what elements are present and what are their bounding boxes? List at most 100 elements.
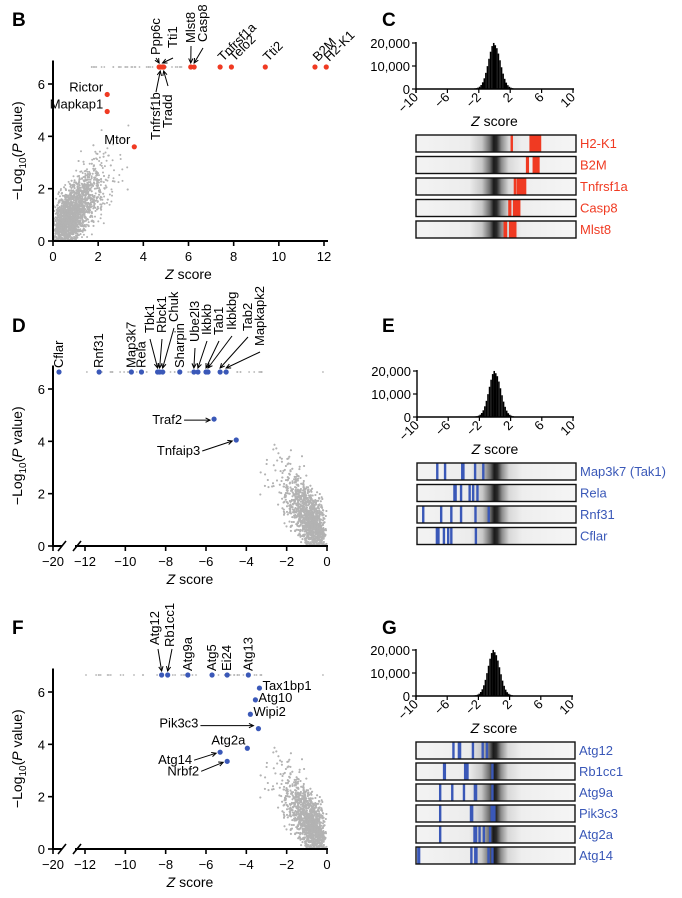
background-point bbox=[78, 175, 80, 177]
panel-letter-b: B bbox=[12, 10, 26, 31]
background-point bbox=[321, 498, 324, 500]
background-point bbox=[73, 227, 76, 230]
highlight-point bbox=[323, 64, 329, 70]
background-point bbox=[84, 169, 87, 172]
background-point bbox=[98, 187, 101, 189]
background-point bbox=[74, 223, 77, 226]
background-point bbox=[100, 180, 103, 183]
x-tick-label: −6 bbox=[431, 90, 452, 111]
panel-letter-g: G bbox=[382, 618, 397, 639]
background-point bbox=[70, 189, 73, 192]
background-point bbox=[71, 185, 74, 188]
histogram-bar bbox=[505, 82, 508, 89]
background-point bbox=[81, 230, 84, 233]
highlight-point bbox=[191, 64, 197, 70]
background-point bbox=[60, 219, 63, 222]
background-point bbox=[295, 478, 298, 481]
background-point bbox=[105, 159, 108, 162]
highlight-point bbox=[161, 64, 167, 70]
background-point bbox=[62, 207, 65, 210]
y-tick-label: 2 bbox=[38, 182, 45, 197]
background-point bbox=[110, 200, 113, 203]
background-point bbox=[88, 176, 90, 179]
background-point bbox=[93, 195, 96, 197]
background-point bbox=[293, 475, 296, 478]
background-point bbox=[61, 238, 63, 240]
background-point bbox=[92, 207, 95, 210]
background-point bbox=[62, 214, 65, 217]
histogram-bar bbox=[491, 46, 493, 89]
background-point bbox=[66, 223, 69, 226]
background-point bbox=[90, 201, 93, 204]
background-point bbox=[301, 522, 304, 525]
strip-gene-label: Casp8 bbox=[580, 201, 618, 216]
background-point bbox=[58, 227, 61, 230]
background-point bbox=[93, 187, 96, 190]
background-point bbox=[86, 168, 88, 171]
background-point bbox=[84, 176, 87, 179]
background-point bbox=[74, 199, 77, 202]
histogram-bar bbox=[497, 53, 500, 89]
background-point bbox=[67, 180, 70, 183]
x-tick-label: 12 bbox=[317, 249, 331, 264]
background-point bbox=[96, 200, 99, 203]
strip-background bbox=[416, 199, 576, 217]
background-point bbox=[66, 221, 69, 224]
background-point bbox=[103, 187, 106, 190]
background-point bbox=[62, 224, 65, 227]
background-point bbox=[56, 222, 59, 224]
background-point bbox=[126, 188, 129, 191]
background-point bbox=[67, 203, 70, 205]
background-point bbox=[90, 186, 93, 189]
background-point bbox=[112, 143, 115, 146]
background-point bbox=[76, 185, 79, 188]
highlight-point bbox=[262, 64, 268, 70]
background-point bbox=[276, 479, 278, 482]
background-point bbox=[95, 171, 98, 174]
background-point bbox=[85, 190, 88, 193]
strip-gene-label: Mlst8 bbox=[580, 222, 611, 237]
background-point bbox=[87, 188, 89, 191]
background-point bbox=[78, 203, 81, 206]
background-point bbox=[78, 223, 81, 226]
background-point bbox=[79, 215, 82, 218]
background-point bbox=[65, 189, 67, 191]
background-point bbox=[69, 193, 72, 195]
background-point bbox=[84, 183, 87, 186]
background-point bbox=[70, 187, 73, 189]
y-axis-label: −Log10(P value) bbox=[9, 101, 29, 200]
background-point bbox=[273, 443, 276, 446]
background-point bbox=[96, 152, 99, 155]
background-point bbox=[96, 205, 99, 208]
strip-background bbox=[416, 178, 576, 195]
background-point bbox=[58, 206, 61, 209]
background-point bbox=[288, 492, 291, 495]
background-point bbox=[151, 66, 154, 68]
background-point bbox=[86, 218, 89, 221]
background-point bbox=[306, 492, 309, 495]
background-point bbox=[100, 213, 103, 216]
background-point bbox=[86, 202, 89, 205]
background-point bbox=[288, 473, 291, 476]
background-point bbox=[81, 183, 84, 185]
background-point bbox=[103, 195, 106, 198]
background-point bbox=[81, 218, 84, 221]
background-point bbox=[284, 465, 287, 467]
background-point bbox=[97, 184, 99, 187]
background-point bbox=[71, 191, 74, 194]
highlight-point bbox=[217, 64, 223, 70]
background-point bbox=[89, 194, 92, 196]
background-point bbox=[98, 193, 101, 196]
background-point bbox=[296, 474, 299, 477]
background-point bbox=[67, 199, 70, 202]
background-point bbox=[321, 519, 324, 522]
background-point bbox=[68, 216, 70, 219]
y-tick-label: 0 bbox=[38, 234, 45, 249]
background-point bbox=[314, 494, 317, 496]
histogram-bar bbox=[503, 78, 506, 89]
background-point bbox=[302, 491, 304, 494]
background-point bbox=[60, 204, 63, 207]
background-point bbox=[90, 211, 93, 214]
background-point bbox=[290, 521, 293, 523]
